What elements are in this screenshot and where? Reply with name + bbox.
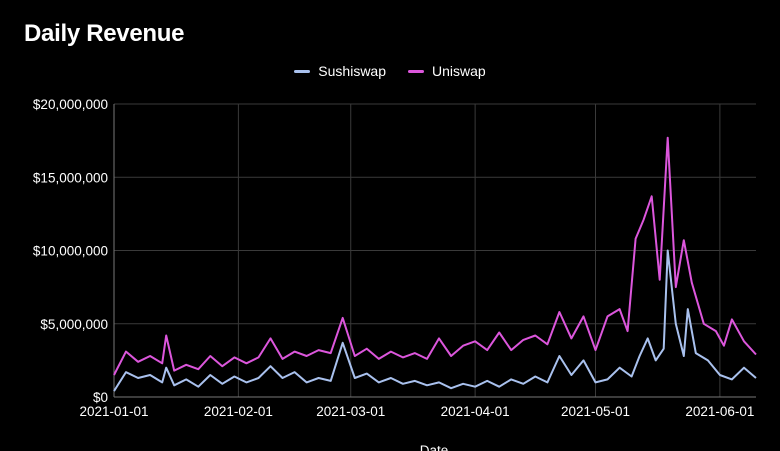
- legend-label-sushiswap: Sushiswap: [318, 63, 386, 79]
- x-axis: 2021-01-01 2021-02-01 2021-03-01 2021-04-01…: [79, 404, 754, 419]
- x-tick-label: 2021-03-01: [316, 404, 385, 419]
- series-line-sushiswap: [113, 249, 757, 392]
- x-tick-label: 2021-01-01: [79, 404, 148, 419]
- x-tick-label: 2021-05-01: [561, 404, 630, 419]
- x-tick-label: 2021-04-01: [441, 404, 510, 419]
- series-line-uniswap: [113, 136, 757, 376]
- y-tick-label: $15,000,000: [33, 170, 108, 185]
- legend-item-uniswap[interactable]: Uniswap: [408, 63, 486, 79]
- legend-swatch-sushiswap: [294, 69, 311, 73]
- y-tick-label: $20,000,000: [33, 97, 108, 112]
- x-tick-label: 2021-02-01: [204, 404, 273, 419]
- chart-title: Daily Revenue: [24, 20, 185, 47]
- y-tick-label: $5,000,000: [40, 317, 108, 332]
- series-lines: [113, 136, 757, 392]
- legend: Sushiswap Uniswap: [0, 63, 780, 79]
- legend-swatch-uniswap: [408, 69, 424, 73]
- y-tick-label: $10,000,000: [33, 244, 108, 259]
- y-tick-label: $0: [93, 390, 108, 405]
- legend-item-sushiswap[interactable]: Sushiswap: [294, 63, 386, 79]
- x-tick-label: 2021-06-01: [685, 404, 754, 419]
- x-axis-title: Date: [420, 443, 449, 451]
- y-axis: $0 $5,000,000 $10,000,000 $15,000,000 $20,00…: [33, 97, 108, 405]
- grid: [113, 103, 756, 398]
- legend-label-uniswap: Uniswap: [432, 63, 486, 79]
